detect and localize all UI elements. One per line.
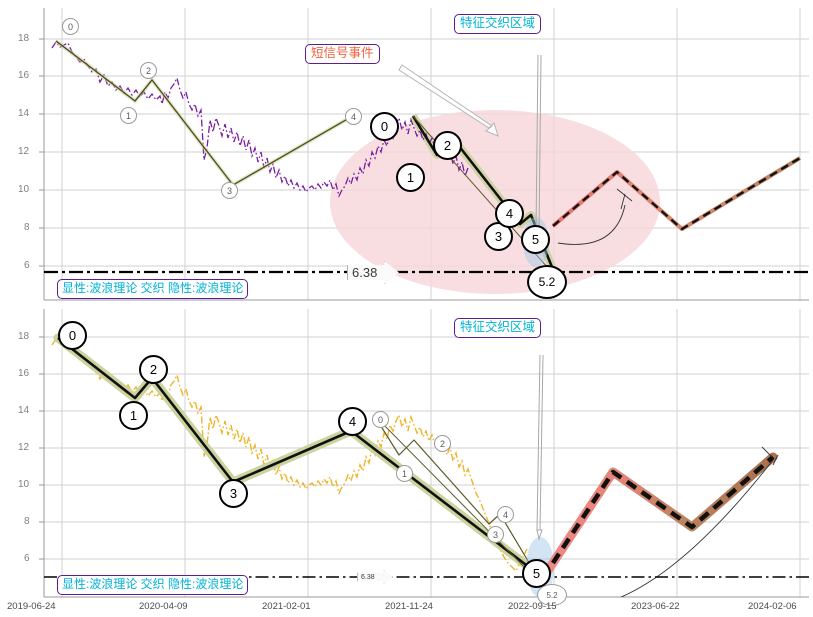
top-implicit-marker-52: 5.2 — [527, 265, 567, 299]
bottom-explicit-marker-5: 5 — [522, 559, 551, 588]
bottom-explicit-marker-0: 0 — [58, 321, 87, 350]
bottom-vertical-pointer-line-2 — [539, 354, 544, 531]
bottom-implicit-marker-2: 2 — [434, 435, 451, 452]
top-implicit-marker-1: 1 — [396, 163, 425, 192]
top-ytick-18: 18 — [18, 33, 30, 44]
top-implicit-marker-2: 2 — [433, 131, 462, 160]
top-explicit-marker-4: 4 — [345, 108, 362, 125]
xtick-2: 2021-02-01 — [262, 601, 311, 612]
top-ytick-6: 6 — [24, 260, 30, 271]
legend-label-bottom: 显性:波浪理论 交织 隐性:波浪理论 — [57, 575, 249, 595]
vertical-pointer-line — [535, 54, 539, 233]
top-implicit-marker-5: 5 — [521, 225, 550, 254]
bottom-y-ticks — [39, 336, 44, 560]
xtick-5: 2023-06-22 — [631, 601, 680, 612]
bottom-vertical-pointer-arrowhead — [536, 529, 543, 541]
bottom-implicit-marker-3: 3 — [487, 526, 504, 543]
short-signal-arrow — [398, 64, 499, 137]
bottom-implicit-marker-52: 5.2 — [537, 584, 567, 606]
bottom-ytick-10: 10 — [18, 479, 30, 490]
xtick-0: 2019-06-24 — [7, 601, 56, 612]
bottom-implicit-marker-1: 1 — [396, 465, 413, 482]
bottom-forecast-dashes — [541, 455, 775, 580]
top-ytick-16: 16 — [18, 70, 30, 81]
top-explicit-marker-1: 1 — [120, 107, 137, 124]
legend-label-top: 显性:波浪理论 交织 隐性:波浪理论 — [57, 279, 249, 299]
top-ytick-10: 10 — [18, 184, 30, 195]
top-chart-svg — [39, 8, 809, 301]
bottom-ytick-6: 6 — [24, 553, 30, 564]
top-ytick-14: 14 — [18, 108, 30, 119]
top-implicit-marker-0: 0 — [370, 112, 399, 141]
bottom-plot-area — [44, 309, 809, 597]
top-explicit-marker-2: 2 — [140, 62, 157, 79]
bottom-chart-panel: 18 16 14 12 10 8 6 特征交织区域 显性:波浪理论 交织 隐性:… — [0, 305, 813, 617]
xtick-3: 2021-11-24 — [385, 601, 433, 612]
bottom-explicit-marker-4: 4 — [338, 407, 367, 436]
bottom-ytick-12: 12 — [18, 442, 30, 453]
top-forecast-dashes — [552, 156, 801, 231]
forecast-pointer-tick — [616, 188, 633, 210]
bottom-explicit-marker-3: 3 — [219, 479, 248, 508]
top-explicit-marker-0: 0 — [62, 18, 79, 35]
top-explicit-marker-3: 3 — [221, 182, 238, 199]
xtick-6: 2024-02-06 — [748, 601, 797, 612]
bottom-forecast-pointer-tick — [761, 446, 779, 466]
bottom-ytick-8: 8 — [24, 516, 30, 527]
bottom-explicit-wave-path — [57, 336, 535, 573]
bottom-implicit-marker-4: 4 — [497, 506, 514, 523]
top-chart-panel: 18 16 14 12 10 8 6 短信号事件 特征交织区域 显性:波浪理论 … — [0, 0, 813, 305]
top-y-ticks — [39, 38, 44, 267]
short-signal-event-label: 短信号事件 — [305, 44, 380, 64]
vertical-pointer-line-2 — [538, 54, 542, 233]
top-explicit-wave-path-2 — [55, 40, 352, 186]
feature-zone-label-bottom: 特征交织区域 — [454, 318, 542, 338]
bottom-ytick-14: 14 — [18, 405, 30, 416]
bottom-implicit-trend-line — [373, 414, 546, 589]
feature-zone-label-top: 特征交织区域 — [454, 14, 542, 34]
top-ytick-12: 12 — [18, 146, 30, 157]
bottom-implicit-marker-0: 0 — [372, 411, 389, 428]
bottom-explicit-marker-2: 2 — [139, 355, 168, 384]
bottom-ytick-18: 18 — [18, 331, 30, 342]
top-ytick-8: 8 — [24, 222, 30, 233]
bottom-vertical-pointer-line — [536, 354, 541, 531]
bottom-forecast-curve — [619, 459, 774, 597]
xtick-1: 2020-04-09 — [139, 601, 188, 612]
top-implicit-marker-4: 4 — [495, 199, 524, 228]
forecast-curve-pointer — [557, 204, 626, 245]
bottom-chart-svg — [39, 309, 809, 598]
bottom-explicit-marker-1: 1 — [119, 401, 148, 430]
highlight-zone-ellipse — [330, 110, 660, 294]
xtick-4: 2022-09-15 — [508, 601, 557, 612]
bottom-ytick-16: 16 — [18, 368, 30, 379]
